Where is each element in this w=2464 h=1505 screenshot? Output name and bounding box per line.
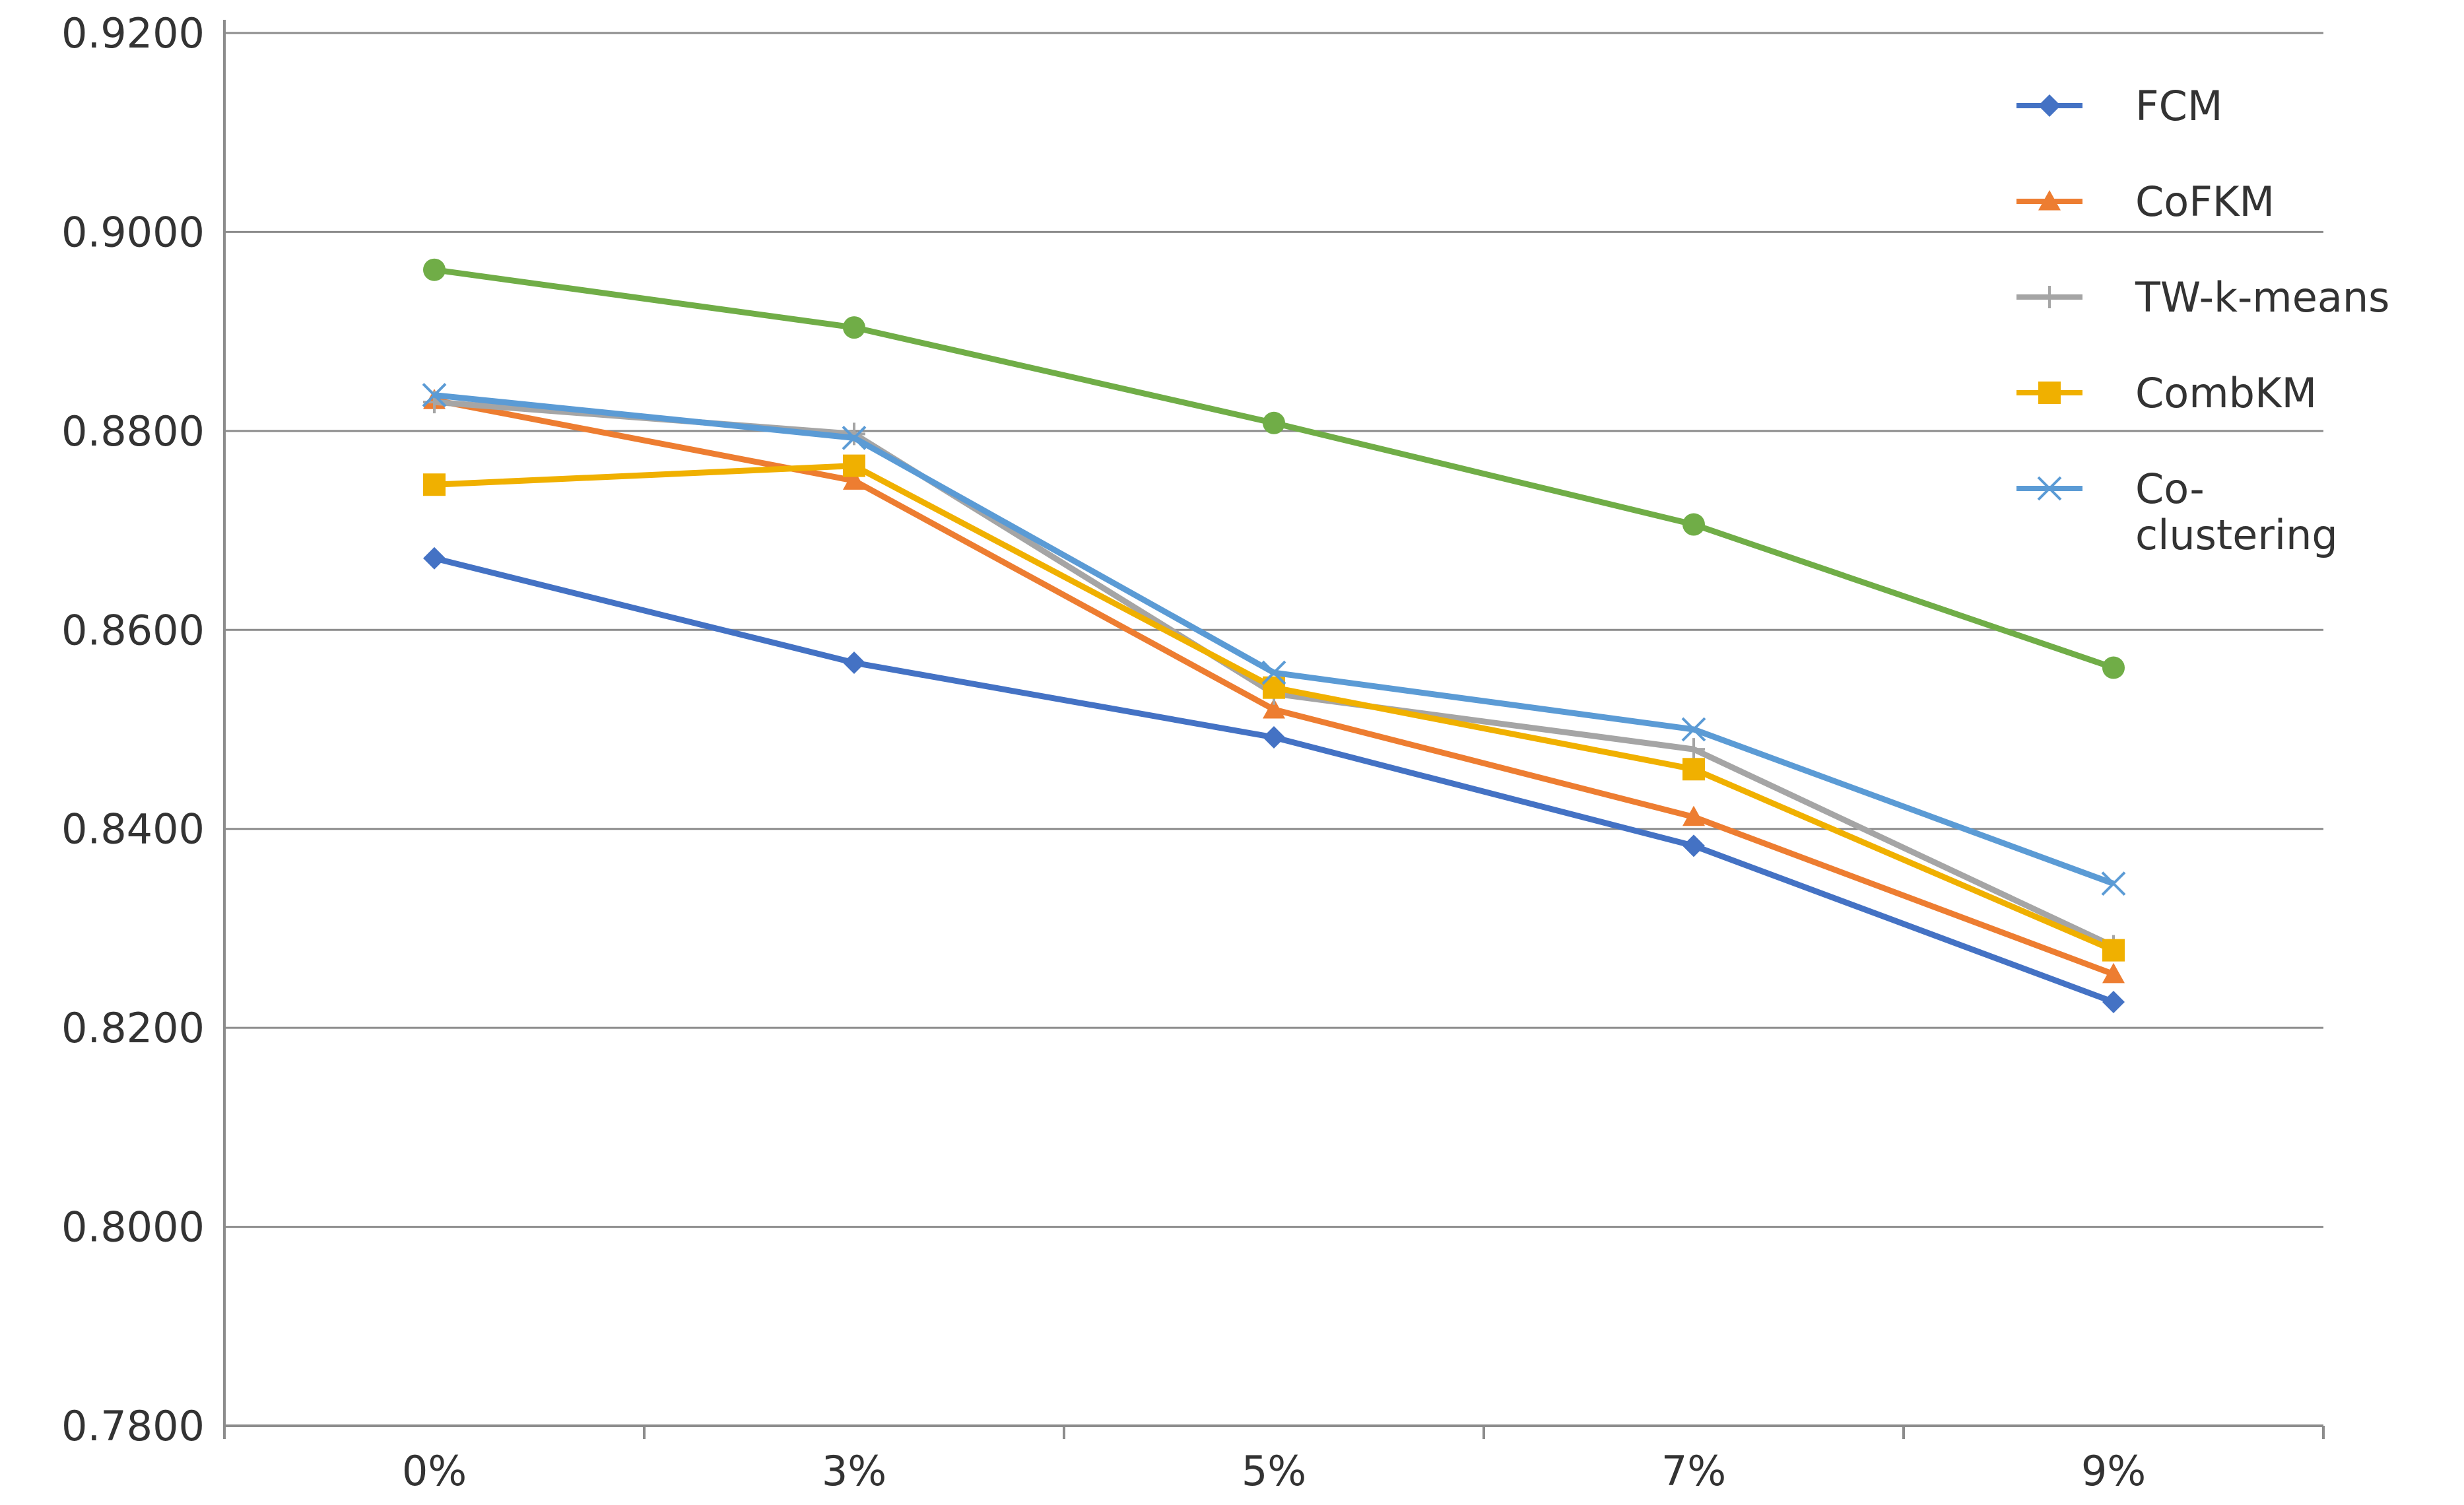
data-point-marker bbox=[843, 454, 865, 477]
series-4 bbox=[423, 454, 2125, 962]
x-tick-label: 7% bbox=[1661, 1447, 1726, 1495]
x-tick-label: 9% bbox=[2081, 1447, 2146, 1495]
data-point-marker bbox=[2102, 939, 2125, 962]
legend: FCM CoFKM TW-k-means CombKM Co-clustering bbox=[2016, 82, 2389, 559]
data-point-marker bbox=[1682, 805, 1705, 826]
legend-item: FCM bbox=[2016, 82, 2222, 130]
series-1 bbox=[423, 547, 2125, 1013]
legend-label: Co- bbox=[2135, 465, 2205, 513]
data-point-marker bbox=[843, 469, 865, 490]
y-tick-label: 0.8800 bbox=[61, 407, 205, 455]
data-point-marker bbox=[423, 473, 446, 496]
data-point-marker bbox=[1261, 660, 1286, 685]
data-point-marker bbox=[843, 316, 865, 339]
legend-label: TW-k-means bbox=[2135, 273, 2389, 321]
y-tick-label: 0.7800 bbox=[61, 1402, 205, 1450]
y-tick-label: 0.9000 bbox=[61, 208, 205, 256]
x-tick-label: 5% bbox=[1242, 1447, 1306, 1495]
data-point-marker bbox=[1681, 717, 1706, 742]
data-point-marker bbox=[2038, 286, 2061, 308]
data-point-marker bbox=[423, 258, 446, 281]
y-tick-label: 0.8200 bbox=[61, 1004, 205, 1052]
data-point-marker bbox=[1682, 758, 1705, 781]
legend-label: clustering bbox=[2135, 511, 2338, 559]
x-tick-label: 3% bbox=[822, 1447, 886, 1495]
series-group bbox=[422, 258, 2126, 1013]
legend-item: CombKM bbox=[2016, 369, 2317, 417]
axes bbox=[223, 20, 2325, 1439]
legend-item: TW-k-means bbox=[2016, 273, 2389, 321]
data-point-marker bbox=[2037, 476, 2062, 501]
data-point-marker bbox=[422, 383, 447, 408]
data-point-marker bbox=[2101, 871, 2126, 896]
x-axis-tick-labels: 0% 3% 5% 7% 9% bbox=[402, 1447, 2146, 1495]
legend-item: Co-clustering bbox=[2016, 465, 2338, 559]
data-point-marker bbox=[1682, 834, 1705, 857]
legend-label: CombKM bbox=[2135, 369, 2317, 417]
data-point-marker bbox=[843, 652, 865, 675]
series-6 bbox=[423, 258, 2125, 679]
data-point-marker bbox=[2038, 190, 2061, 211]
data-point-marker bbox=[2038, 382, 2061, 404]
series-5 bbox=[422, 383, 2126, 896]
data-point-marker bbox=[1263, 411, 1285, 434]
data-point-marker bbox=[2102, 962, 2125, 984]
data-point-marker bbox=[843, 422, 865, 446]
legend-label: CoFKM bbox=[2135, 178, 2275, 226]
data-point-marker bbox=[1682, 738, 1705, 761]
y-tick-label: 0.9200 bbox=[61, 9, 205, 57]
data-point-marker bbox=[2038, 94, 2061, 117]
legend-label: FCM bbox=[2135, 82, 2222, 130]
y-tick-label: 0.8000 bbox=[61, 1203, 205, 1252]
data-point-marker bbox=[842, 425, 867, 450]
data-point-marker bbox=[2102, 990, 2125, 1013]
series-line bbox=[433, 555, 2115, 1005]
data-point-marker bbox=[1263, 726, 1285, 749]
series-line bbox=[434, 267, 2115, 671]
series-line bbox=[434, 392, 2115, 886]
data-point-marker bbox=[1682, 513, 1705, 536]
x-tick-label: 0% bbox=[402, 1447, 467, 1495]
data-point-marker bbox=[1263, 698, 1285, 719]
legend-item: CoFKM bbox=[2016, 178, 2275, 226]
y-tick-label: 0.8400 bbox=[61, 805, 205, 853]
y-tick-label: 0.8600 bbox=[61, 606, 205, 654]
y-axis-tick-labels: 0.7800 0.8000 0.8200 0.8400 0.8600 0.8800 0.90… bbox=[61, 9, 205, 1450]
data-point-marker bbox=[423, 547, 446, 570]
data-point-marker bbox=[2102, 656, 2125, 679]
